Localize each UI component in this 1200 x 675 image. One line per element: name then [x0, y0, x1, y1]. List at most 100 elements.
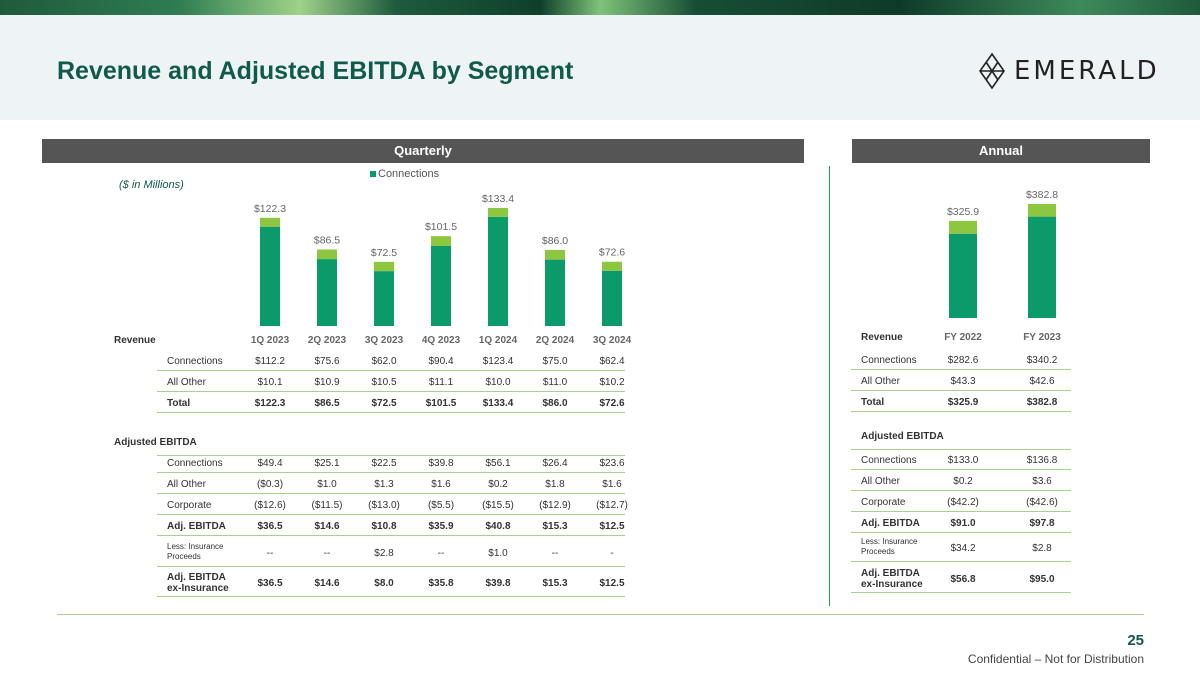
table-cell: - — [610, 548, 614, 559]
table-cell: ($15.5) — [482, 500, 514, 511]
table-cell: ($11.5) — [311, 500, 343, 511]
table-cell: $25.1 — [314, 458, 340, 469]
quarterly-total-label-2: $72.5 — [371, 247, 397, 259]
row-rule — [157, 391, 625, 392]
table-cell: $1.6 — [602, 479, 622, 490]
annual-section-bar: Annual — [852, 139, 1150, 163]
row-rule — [851, 449, 1071, 450]
table-row-label: Adj. EBITDA — [167, 521, 226, 532]
quarterly-bar-all-other-3 — [431, 236, 451, 246]
table-cell: $8.0 — [374, 578, 394, 589]
row-rule — [851, 369, 1071, 370]
table-cell: $340.2 — [1026, 355, 1058, 366]
table-cell: ($0.3) — [256, 479, 284, 490]
quarterly-bar-connections-1 — [317, 259, 337, 326]
quarterly-section-bar: Quarterly — [42, 139, 804, 163]
table-row-label: Connections — [167, 458, 223, 469]
column-header: 2Q 2024 — [535, 335, 575, 346]
table-cell: $10.0 — [485, 377, 511, 388]
column-header: 1Q 2023 — [250, 335, 290, 346]
table-row-label: Less: Insurance Proceeds — [167, 542, 224, 561]
table-cell: ($5.5) — [427, 500, 455, 511]
table-cell: -- — [323, 548, 331, 559]
table-cell: $1.0 — [317, 479, 337, 490]
column-header: 1Q 2024 — [478, 335, 518, 346]
row-rule — [851, 411, 1071, 412]
table-cell: $62.4 — [599, 356, 625, 367]
table-cell: $36.5 — [257, 578, 283, 589]
table-cell: $136.8 — [1026, 455, 1058, 466]
chart-legend: Connections — [370, 168, 439, 180]
ebitda-header: Adjusted EBITDA — [114, 437, 197, 448]
quarterly-total-label-0: $122.3 — [254, 203, 286, 215]
row-rule — [851, 390, 1071, 391]
table-row-label: Adj. EBITDA ex-Insurance — [167, 572, 229, 594]
table-cell: $40.8 — [485, 521, 511, 532]
table-cell: $2.8 — [1032, 543, 1052, 554]
table-cell: ($13.0) — [368, 500, 400, 511]
table-row-label: Corporate — [167, 500, 212, 511]
table-cell: $86.5 — [314, 398, 340, 409]
table-cell: $15.3 — [542, 578, 568, 589]
quarterly-bar-all-other-5 — [545, 249, 565, 260]
ebitda-header: Adjusted EBITDA — [861, 431, 944, 442]
table-cell: $382.8 — [1026, 397, 1058, 408]
table-cell: $10.8 — [371, 521, 397, 532]
footer-rule — [57, 614, 1144, 615]
column-header: 3Q 2023 — [364, 335, 404, 346]
quarterly-bar-all-other-4 — [488, 207, 508, 217]
table-cell: $1.3 — [374, 479, 394, 490]
table-cell: ($42.6) — [1026, 497, 1058, 508]
quarterly-bar-connections-4 — [488, 216, 508, 326]
table-cell: $43.3 — [950, 376, 976, 387]
table-cell: $97.8 — [1029, 518, 1055, 529]
table-cell: $10.9 — [314, 377, 340, 388]
row-rule — [851, 469, 1071, 470]
table-cell: $95.0 — [1029, 574, 1055, 585]
table-cell: $35.8 — [428, 578, 454, 589]
row-rule — [157, 566, 625, 567]
table-row-label: Less: Insurance Proceeds — [861, 537, 918, 556]
table-cell: $14.6 — [314, 578, 340, 589]
row-rule — [157, 514, 625, 515]
table-cell: $75.6 — [314, 356, 340, 367]
quarterly-bar-connections-3 — [431, 245, 451, 326]
table-cell: $39.8 — [485, 578, 511, 589]
unit-note: ($ in Millions) — [119, 179, 184, 191]
table-cell: $86.0 — [542, 398, 568, 409]
table-cell: $133.4 — [482, 398, 514, 409]
row-rule — [851, 592, 1071, 593]
table-cell: $15.3 — [542, 521, 568, 532]
quarterly-bar-connections-6 — [602, 270, 622, 326]
table-cell: $101.5 — [425, 398, 457, 409]
table-cell: $56.8 — [950, 574, 976, 585]
quarterly-total-label-3: $101.5 — [425, 221, 457, 233]
table-cell: $62.0 — [371, 356, 397, 367]
quarterly-bar-connections-0 — [260, 226, 280, 326]
table-cell: $2.8 — [374, 548, 394, 559]
logo-text: EMERALD — [1014, 56, 1160, 86]
table-cell: $10.1 — [257, 377, 283, 388]
quarterly-total-label-6: $72.6 — [599, 247, 625, 259]
quarterly-bar-all-other-1 — [317, 249, 337, 260]
row-rule — [157, 455, 625, 456]
confidential-note: Confidential – Not for Distribution — [967, 652, 1144, 666]
revenue-header: Revenue — [861, 332, 903, 343]
table-row-label: Total — [861, 397, 885, 408]
quarterly-total-label-4: $133.4 — [482, 193, 514, 205]
annual-total-label-1: $382.8 — [1026, 189, 1058, 201]
table-cell: $112.2 — [255, 356, 285, 367]
table-row-label: Connections — [861, 455, 917, 466]
column-header: 4Q 2023 — [421, 335, 461, 346]
table-cell: ($12.7) — [596, 500, 628, 511]
table-cell: $0.2 — [953, 476, 973, 487]
table-cell: $26.4 — [542, 458, 568, 469]
column-header: FY 2022 — [944, 332, 982, 343]
header-band — [0, 15, 1200, 120]
table-cell: $123.4 — [482, 356, 514, 367]
annual-bar-all-other-1 — [1028, 203, 1056, 217]
table-cell: $12.5 — [599, 578, 625, 589]
quarterly-bar-connections-5 — [545, 259, 565, 326]
legend-label: Connections — [378, 168, 440, 180]
quarterly-bar-all-other-2 — [374, 261, 394, 272]
